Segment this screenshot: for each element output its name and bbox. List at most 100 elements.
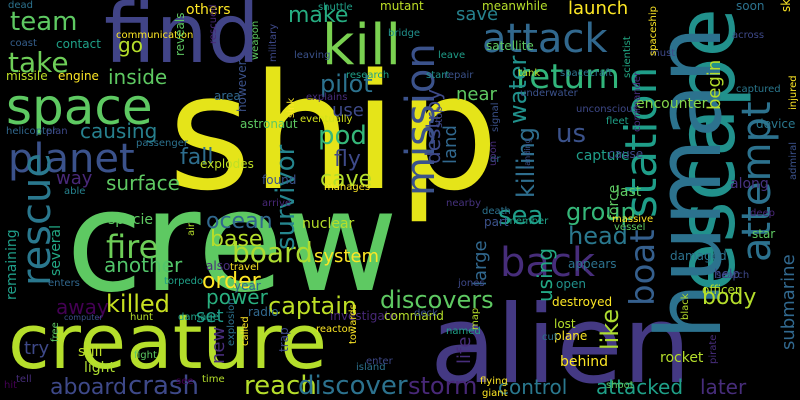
word-commander: commander [632,71,643,132]
word-order: order [202,269,262,294]
word-using: using [533,248,557,302]
word-fall: fall [180,145,213,170]
word-others: others [186,2,231,18]
word-cause: cause [608,147,643,161]
word-land: land [440,125,461,164]
word-fire: fire [106,228,158,266]
word-year: year [234,279,261,293]
word-dr: dr [490,154,501,165]
word-along: along [730,176,769,192]
word-aboard: aboard [50,375,127,400]
word-light: light [84,360,116,376]
word-help: help [714,267,740,281]
word-area: area [214,89,241,103]
word-captain: captain [268,292,357,320]
word-massive: massive [612,214,653,225]
word-satellite: satellite [486,39,534,53]
word-repair: repair [444,70,474,81]
word-pod: pod [318,121,367,151]
word-jones: jones [457,278,485,289]
word-upon: upon [488,141,499,166]
word-set: set [196,306,224,327]
word-specie: specie [108,212,153,228]
word-save: save [456,4,498,25]
word-sink: sink [286,98,297,118]
word-hit: hit [4,380,17,391]
word-survivor: survivor [271,144,301,250]
word-take: take [8,46,69,79]
word-sea: sea [498,201,543,231]
word-passenger: passenger [136,138,189,149]
word-go: go [118,33,143,57]
word-killed: killed [106,290,170,318]
word-escape: escape [660,8,753,292]
word-space: space [6,78,153,136]
word-nearby: nearby [446,198,481,209]
word-later: later [700,375,747,399]
word-attempt: attempt [734,101,780,262]
word-body: body [702,285,756,310]
word-signal: signal [490,102,501,132]
word-creature: creature [8,297,327,386]
word-explains: explains [306,92,347,103]
word-captured: captured [736,84,781,95]
word-reveals: reveals [173,13,187,56]
word-shoot: shoot [606,380,634,391]
word-make: make [288,3,348,28]
word-able: able [64,186,85,197]
word-discovers: discovers [380,286,494,314]
word-vessel: vessel [614,222,645,233]
word-towards: towards [348,304,359,344]
word-leaving: leaving [294,50,330,61]
word-reactor: reactor [316,324,353,335]
word-flying: flying [480,376,508,387]
word-admiral: admiral [788,142,799,180]
word-killing: killing [512,127,540,198]
word-see: see [176,376,194,387]
word-astronaut: astronaut [240,117,298,131]
word-launch: launch [568,0,628,19]
word-enters: enters [48,278,80,289]
word-island: island [356,362,386,373]
word-however: however [235,60,249,112]
word-manages: manages [324,182,370,193]
word-near: near [456,84,498,105]
word-mission: mission [398,43,444,196]
word-black: black [680,293,691,320]
word-cut: cut [542,332,558,343]
word-pirate: pirate [708,335,719,364]
word-star: star [752,227,775,241]
word-station: station [616,67,667,218]
word-plan: plan [46,126,68,137]
word-like: like [596,309,624,350]
word-life: life [454,337,475,364]
word-pilot: pilot [320,70,373,98]
word-fly: fly [334,147,361,172]
word-storm: storm [408,372,477,400]
word-nuclear: nuclear [302,216,355,232]
word-another: another [104,253,183,277]
word-inside: inside [108,65,167,89]
word-appears: appears [568,257,617,271]
word-human: human [637,26,742,340]
word-trap: trap [277,327,291,352]
word-weapon: weapon [250,21,261,60]
word-bridge: bridge [388,28,420,39]
word-attacked: attacked [596,375,683,399]
word-destroy: destroy [421,89,445,164]
word-ship: ship [168,39,499,226]
word-still: still [78,344,102,360]
word-control: control [498,375,567,399]
word-ocean: ocean [206,209,273,234]
word-injured: injured [788,75,799,110]
word-several: several [48,225,64,276]
word-sky: sky [779,0,793,12]
word-use: use [332,100,364,121]
word-investigate: investigate [330,309,397,323]
word-spaceship: spaceship [648,6,659,56]
word-cave: cave [320,167,372,192]
word-board: board [232,236,313,269]
word-military: military [268,24,279,62]
